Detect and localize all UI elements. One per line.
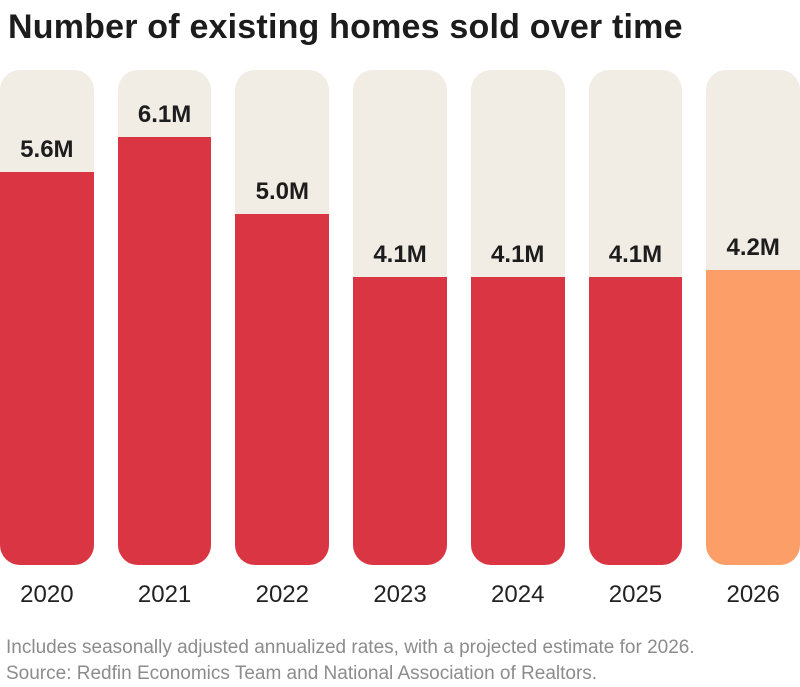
x-axis-tick-label: 2020 bbox=[20, 580, 74, 608]
bar-column: 5.0M 2022 bbox=[235, 69, 330, 609]
bar-value-label: 5.6M bbox=[20, 136, 74, 164]
bar-fill bbox=[353, 277, 447, 565]
bar-fill bbox=[588, 277, 683, 565]
footnote-line-1: Includes seasonally adjusted annualized … bbox=[6, 636, 695, 658]
bar-column: 5.6M 2020 bbox=[0, 69, 94, 609]
bar-fill bbox=[706, 270, 800, 565]
footnote-line-2: Source: Redfin Economics Team and Nation… bbox=[6, 662, 598, 684]
bar-column: 4.1M 2023 bbox=[353, 69, 447, 609]
bar-fill bbox=[117, 137, 212, 565]
chart-footnote: Includes seasonally adjusted annualized … bbox=[6, 635, 800, 687]
x-axis-tick-label: 2025 bbox=[608, 580, 663, 608]
x-axis-tick-label: 2026 bbox=[726, 580, 780, 608]
x-axis-tick-label: 2021 bbox=[137, 580, 192, 608]
bar-value-label: 4.1M bbox=[491, 241, 545, 269]
bar-fill bbox=[0, 172, 94, 565]
chart-title: Number of existing homes sold over time bbox=[8, 8, 683, 46]
bar-track: 4.1M bbox=[353, 69, 447, 565]
bar-fill bbox=[470, 277, 565, 565]
bar-value-label: 6.1M bbox=[137, 101, 192, 129]
x-axis-tick-label: 2023 bbox=[373, 580, 427, 608]
x-axis-tick-label: 2022 bbox=[255, 580, 309, 608]
bar-column: 4.1M 2025 bbox=[588, 69, 683, 609]
x-axis-tick-label: 2024 bbox=[491, 580, 545, 608]
bar-chart: 5.6M 2020 6.1M 2021 5.0M 2022 4.1M bbox=[0, 69, 800, 609]
bar-column: 4.2M 2026 bbox=[706, 69, 800, 609]
bar-track: 6.1M bbox=[117, 69, 212, 565]
bar-fill bbox=[235, 214, 330, 565]
bar-value-label: 5.0M bbox=[255, 178, 309, 206]
bar-column: 4.1M 2024 bbox=[470, 69, 565, 609]
bar-track: 4.1M bbox=[588, 69, 683, 565]
bar-value-label: 4.1M bbox=[608, 241, 663, 269]
bar-track: 4.1M bbox=[470, 69, 565, 565]
bar-value-label: 4.2M bbox=[726, 234, 780, 262]
bar-value-label: 4.1M bbox=[373, 241, 427, 269]
bar-track: 5.6M bbox=[0, 69, 94, 565]
bar-track: 5.0M bbox=[235, 69, 330, 565]
bar-column: 6.1M 2021 bbox=[117, 69, 212, 609]
bar-track: 4.2M bbox=[706, 69, 800, 565]
